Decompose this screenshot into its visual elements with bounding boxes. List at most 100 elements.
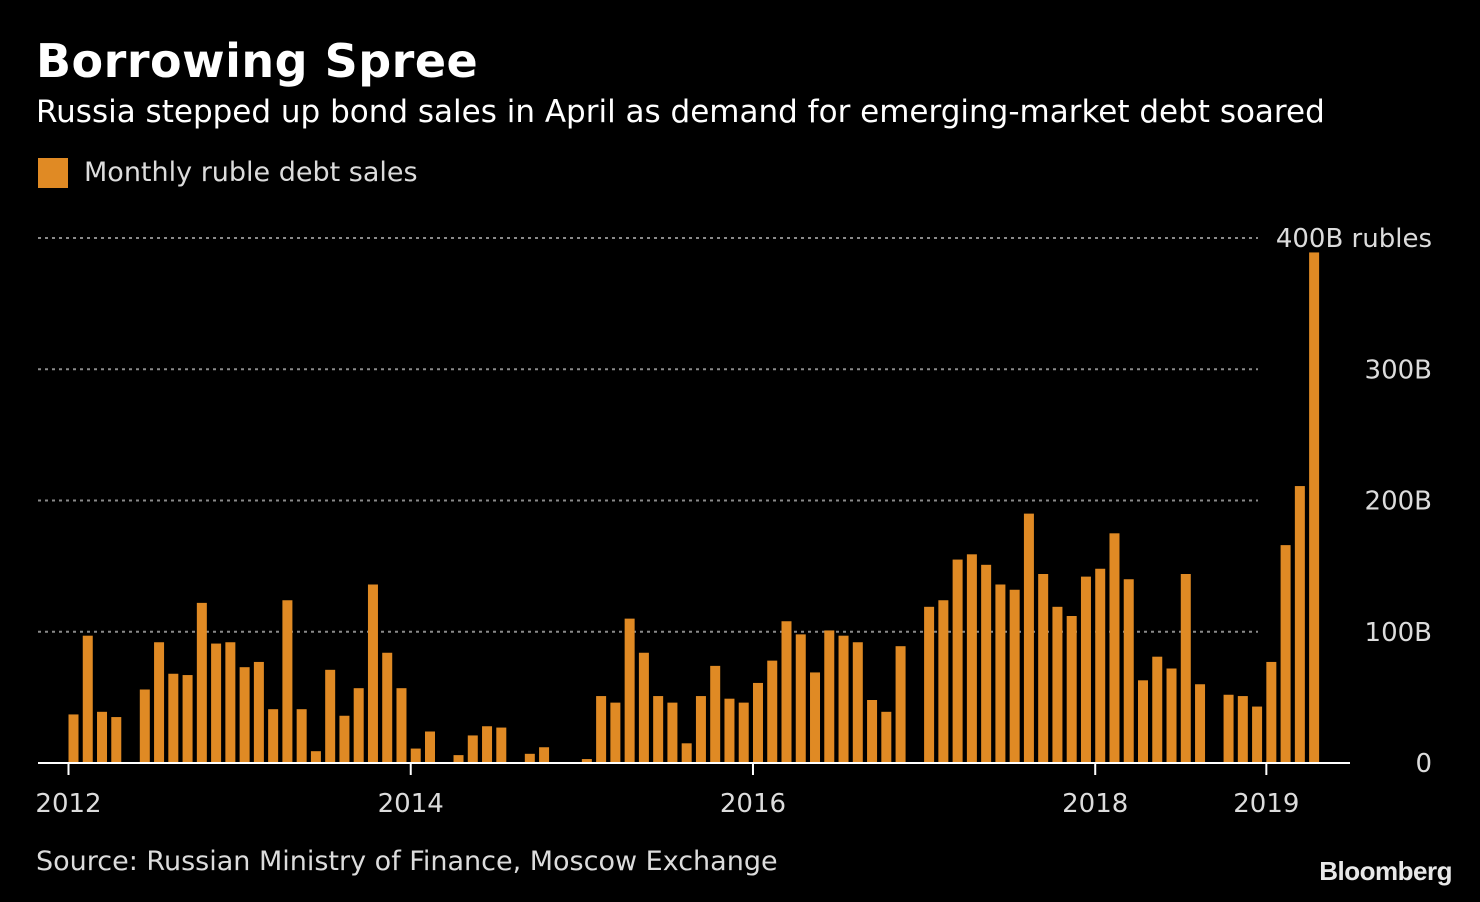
source-note: Source: Russian Ministry of Finance, Mos… — [36, 846, 778, 877]
x-tick-label: 2012 — [35, 789, 101, 819]
y-tick-label: 0 — [1415, 749, 1432, 779]
bar — [268, 709, 279, 763]
axes: 0 100B 200B 300B 400B rubles 2012 2014 2016 2018… — [35, 224, 1432, 819]
bar — [182, 675, 193, 763]
legend-label: Monthly ruble debt sales — [84, 157, 418, 188]
bar — [681, 743, 692, 763]
bar — [710, 665, 721, 763]
bar — [225, 642, 236, 763]
bar — [111, 717, 122, 763]
bar — [1180, 574, 1191, 763]
bar — [1138, 680, 1148, 763]
bar — [1237, 696, 1248, 763]
bar — [781, 621, 792, 763]
bar — [795, 634, 806, 763]
bar — [738, 702, 749, 763]
bar — [1266, 661, 1277, 763]
bar — [895, 646, 906, 763]
bar — [1195, 684, 1206, 763]
y-tick-label: 200B — [1365, 487, 1432, 517]
bar — [1152, 656, 1163, 763]
bar — [1123, 579, 1134, 763]
bar — [1309, 252, 1320, 763]
bar — [353, 688, 364, 763]
bar — [1223, 694, 1234, 763]
bloomberg-logo: Bloomberg — [1319, 856, 1452, 886]
y-tick-label: 300B — [1365, 355, 1432, 385]
bar — [1095, 568, 1106, 763]
chart-title: Borrowing Spree — [36, 34, 479, 88]
bar — [695, 696, 706, 763]
bars — [68, 252, 1320, 763]
bar — [396, 688, 407, 763]
bar — [824, 630, 835, 763]
x-tick-label: 2016 — [720, 789, 786, 819]
bar — [339, 715, 350, 763]
bar — [239, 667, 250, 763]
gridlines — [38, 237, 1258, 633]
bar — [981, 564, 992, 763]
bar — [139, 689, 150, 763]
bar — [1066, 616, 1077, 763]
bar — [253, 661, 264, 763]
bar — [638, 652, 649, 763]
bar — [168, 673, 179, 763]
bar — [1294, 486, 1305, 763]
bar — [1038, 574, 1049, 763]
bar — [68, 714, 79, 763]
bar — [867, 700, 878, 763]
bar — [154, 642, 165, 763]
bar — [624, 618, 635, 763]
bar — [82, 635, 93, 763]
bar — [310, 751, 321, 763]
bar — [1109, 533, 1120, 763]
bar — [1009, 589, 1020, 763]
x-tick-label: 2019 — [1233, 789, 1299, 819]
bar — [496, 727, 507, 763]
bar — [410, 748, 421, 763]
bar — [581, 759, 592, 763]
bar — [596, 696, 607, 763]
bar — [924, 606, 935, 763]
bar — [724, 698, 735, 763]
bar — [952, 559, 963, 763]
bar — [966, 554, 977, 763]
bar — [667, 702, 678, 763]
bar — [325, 669, 336, 763]
bar — [995, 584, 1006, 763]
bar — [425, 731, 435, 763]
bar — [453, 755, 464, 763]
bar — [852, 642, 863, 763]
bar — [1023, 513, 1034, 763]
y-tick-label: 400B rubles — [1276, 224, 1432, 254]
bar — [282, 600, 293, 763]
bar — [810, 672, 821, 763]
bar — [767, 660, 778, 763]
chart-subtitle: Russia stepped up bond sales in April as… — [36, 94, 1325, 130]
bar — [1252, 706, 1263, 763]
y-tick-label: 100B — [1365, 618, 1432, 648]
bar — [881, 711, 892, 763]
bar — [539, 747, 550, 763]
bar — [382, 652, 393, 763]
bar — [1166, 668, 1177, 763]
bar — [97, 711, 108, 763]
bar — [211, 643, 222, 763]
legend-swatch — [38, 157, 68, 188]
bar — [1052, 606, 1063, 763]
bar — [1280, 545, 1291, 763]
bar — [482, 726, 493, 763]
bar — [752, 682, 763, 763]
bar — [524, 753, 535, 763]
bar — [610, 702, 621, 763]
x-tick-label: 2018 — [1062, 789, 1128, 819]
x-tick-label: 2014 — [378, 789, 444, 819]
bar — [296, 709, 307, 763]
bar — [1080, 576, 1091, 763]
bar — [938, 600, 949, 763]
legend: Monthly ruble debt sales — [38, 157, 418, 188]
bar — [367, 584, 378, 763]
bar — [467, 735, 478, 763]
bar — [653, 696, 664, 763]
